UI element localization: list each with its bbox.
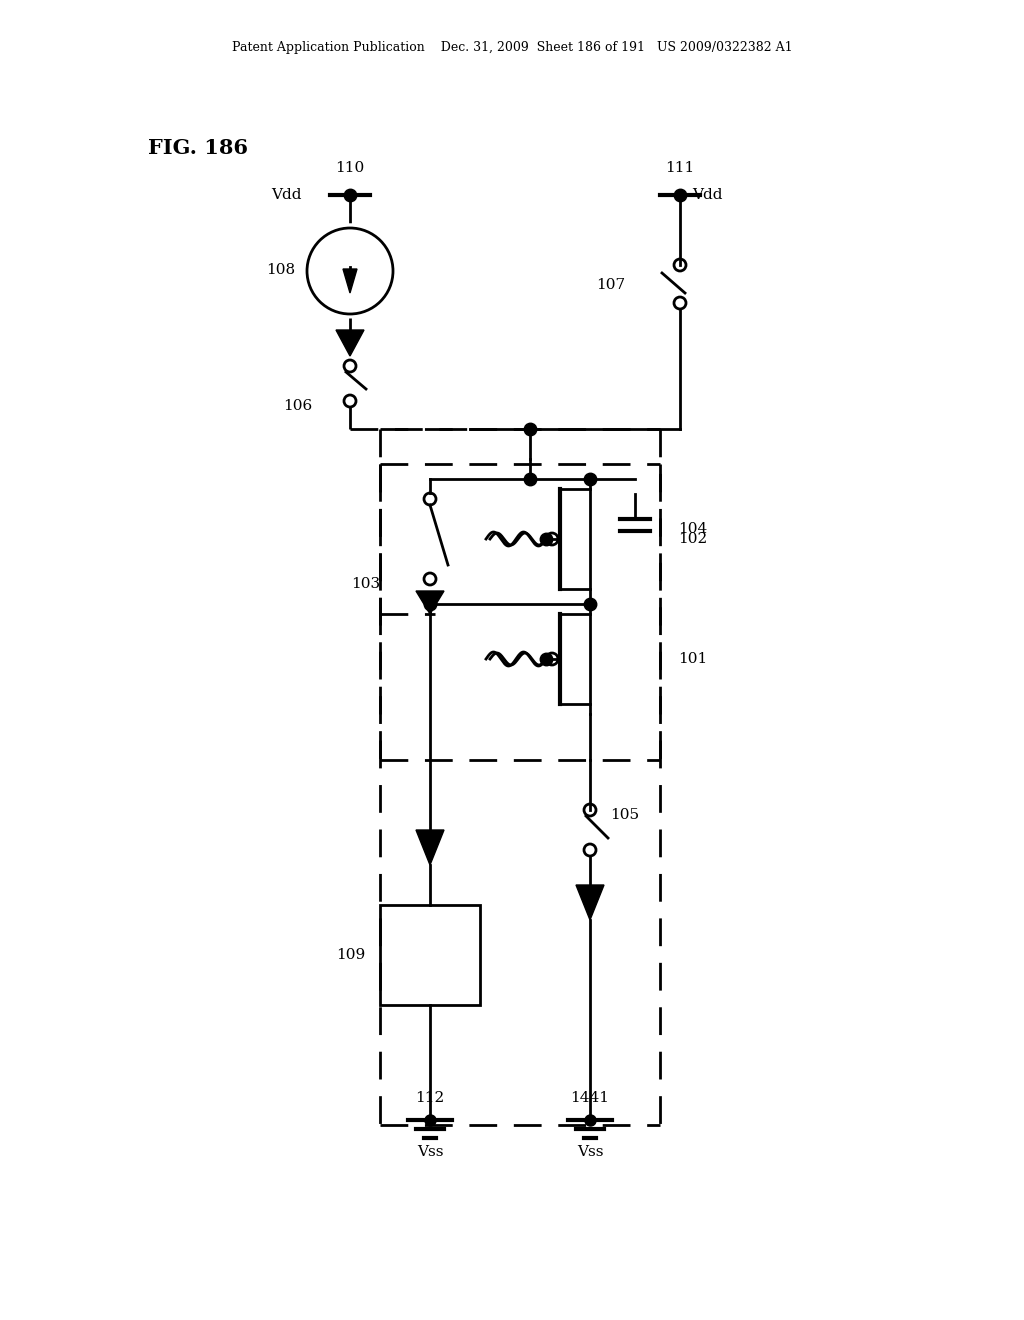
Polygon shape	[336, 330, 364, 356]
Polygon shape	[343, 269, 357, 293]
Text: 101: 101	[678, 652, 708, 667]
Text: Patent Application Publication    Dec. 31, 2009  Sheet 186 of 191   US 2009/0322: Patent Application Publication Dec. 31, …	[231, 41, 793, 54]
Polygon shape	[416, 830, 444, 865]
Text: Vss: Vss	[577, 1144, 603, 1159]
Text: Vss: Vss	[417, 1144, 443, 1159]
Text: 112: 112	[416, 1092, 444, 1105]
Text: 105: 105	[610, 808, 639, 822]
Polygon shape	[575, 884, 604, 920]
Text: 102: 102	[678, 532, 708, 546]
Text: 103: 103	[351, 577, 380, 591]
Text: 1441: 1441	[570, 1092, 609, 1105]
Text: 108: 108	[266, 263, 295, 277]
Text: FIG. 186: FIG. 186	[148, 139, 248, 158]
Text: 106: 106	[283, 399, 312, 413]
Text: Vdd: Vdd	[692, 187, 723, 202]
Polygon shape	[416, 591, 444, 614]
Text: Vdd: Vdd	[271, 187, 302, 202]
Text: 111: 111	[666, 161, 694, 176]
Bar	[380, 906, 480, 1005]
Text: 104: 104	[678, 521, 708, 536]
Text: 110: 110	[336, 161, 365, 176]
Text: 109: 109	[336, 948, 365, 962]
Text: 107: 107	[596, 279, 625, 292]
